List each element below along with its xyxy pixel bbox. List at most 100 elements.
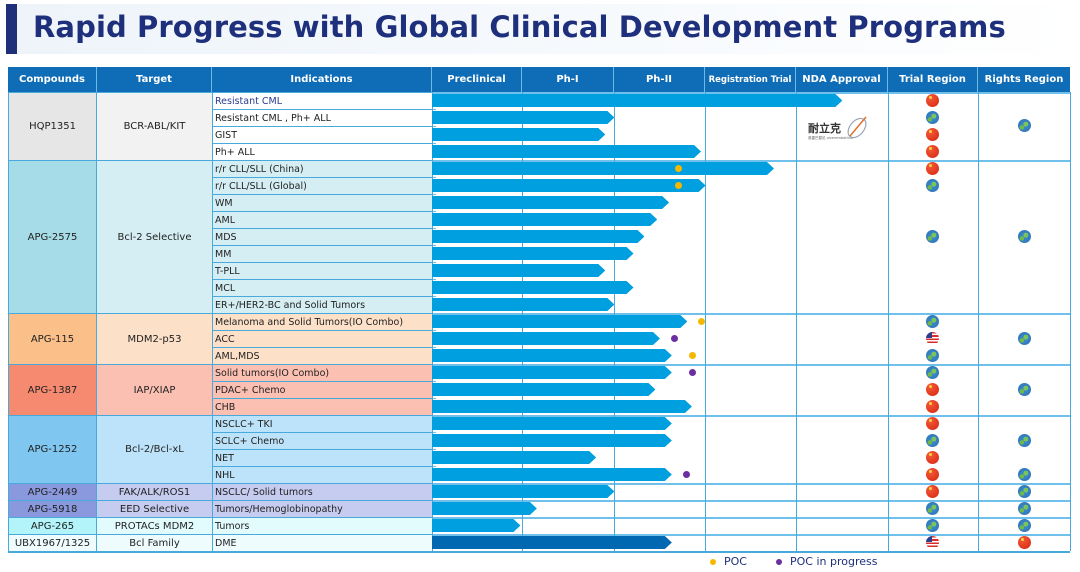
indication-cell: GIST [212,126,433,144]
compound-cell: APG-5918 [8,500,97,518]
indication-cell: AML,MDS [212,347,433,365]
indication-cell: Solid tumors(IO Combo) [212,364,433,382]
progress-bar [432,315,687,328]
row-tick [432,245,436,246]
progress-bar [432,162,774,175]
row-tick [432,449,436,450]
poc-dot-icon [710,559,716,565]
indication-cell: Ph+ ALL [212,143,433,161]
legend-poc-label: POC [724,555,747,568]
group-divider [432,313,1070,315]
header-ph1: Ph-I [522,67,614,92]
progress-bar [432,434,672,447]
trial-region-china-flag-icon [926,485,939,498]
row-tick [432,466,436,467]
indication-cell: T-PLL [212,262,433,280]
table-bottom-border [8,551,1070,553]
row-tick [432,415,436,416]
progress-bar [432,179,706,192]
column-divider [1070,92,1071,551]
trial-region-china-flag-icon [926,383,939,396]
trial-region-globe-icon [926,366,939,379]
trial-region-globe-icon [926,502,939,515]
poc-in-progress-marker [682,471,690,478]
compound-cell: APG-2449 [8,483,97,501]
compound-cell: APG-265 [8,517,97,535]
trial-region-china-flag-icon [926,451,939,464]
indication-cell: r/r CLL/SLL (China) [212,160,433,178]
indication-cell: CHB [212,398,433,416]
poc-marker [675,165,683,172]
poc-in-progress-dot-icon [776,559,782,565]
progress-bar [432,145,701,158]
rights-region-globe-icon [1018,383,1031,396]
trial-region-china-flag-icon [926,128,939,141]
header-registration-trial: Registration Trial [705,67,796,92]
progress-bar [432,128,605,141]
indication-cell: Melanoma and Solid Tumors(IO Combo) [212,313,433,331]
progress-bar [432,281,634,294]
group-divider [432,483,1070,485]
header-preclinical: Preclinical [432,67,522,92]
progress-bar [432,383,655,396]
trial-region-us-flag-icon [926,536,939,549]
trial-region-china-flag-icon [926,417,939,430]
progress-bar [432,468,672,481]
indication-cell: AML [212,211,433,229]
poc-marker [698,318,706,325]
compound-cell: APG-1387 [8,364,97,416]
indication-cell: NET [212,449,433,467]
row-tick [432,177,436,178]
poc-marker [675,182,683,189]
rights-region-globe-icon [1018,434,1031,447]
row-tick [432,126,436,127]
progress-bar [432,400,692,413]
column-divider [705,92,706,551]
rights-region-globe-icon [1018,485,1031,498]
target-cell: FAK/ALK/ROS1 [96,483,213,501]
trial-region-china-flag-icon [926,145,939,158]
row-tick [432,228,436,229]
column-divider [888,92,889,551]
row-tick [432,534,436,535]
indication-cell: NSCLC+ TKI [212,415,433,433]
target-cell: Bcl-2/Bcl-xL [96,415,213,484]
indication-cell: ACC [212,330,433,348]
row-tick [432,109,436,110]
nda-logo-name: 耐立克 [808,122,841,135]
target-cell: PROTACs MDM2 [96,517,213,535]
row-tick [432,330,436,331]
indication-cell: DME [212,534,433,552]
row-tick [432,279,436,280]
row-tick [432,398,436,399]
indication-cell: NHL [212,466,433,484]
compound-cell: APG-115 [8,313,97,365]
rights-region-globe-icon [1018,519,1031,532]
rights-region-globe-icon [1018,468,1031,481]
progress-bar [432,94,842,107]
poc-in-progress-marker [688,369,696,376]
progress-bar [432,196,669,209]
target-cell: IAP/XIAP [96,364,213,416]
row-tick [432,517,436,518]
row-tick [432,262,436,263]
row-tick [432,432,436,433]
row-tick [432,296,436,297]
row-tick [432,364,436,365]
title-accent-bar [6,4,17,54]
indication-cell: WM [212,194,433,212]
legend-poc-in-progress: POC in progress [776,555,877,568]
trial-region-globe-icon [926,230,939,243]
progress-bar [432,213,657,226]
group-divider [432,517,1070,519]
row-tick [432,483,436,484]
rights-region-globe-icon [1018,119,1031,132]
progress-bar [432,298,614,311]
indication-cell: SCLC+ Chemo [212,432,433,450]
progress-bar [432,519,520,532]
group-divider [432,160,1070,162]
rights-region-globe-icon [1018,230,1031,243]
column-divider [796,92,797,551]
indication-cell: Resistant CML [212,92,433,110]
header-nda-approval: NDA Approval [796,67,888,92]
